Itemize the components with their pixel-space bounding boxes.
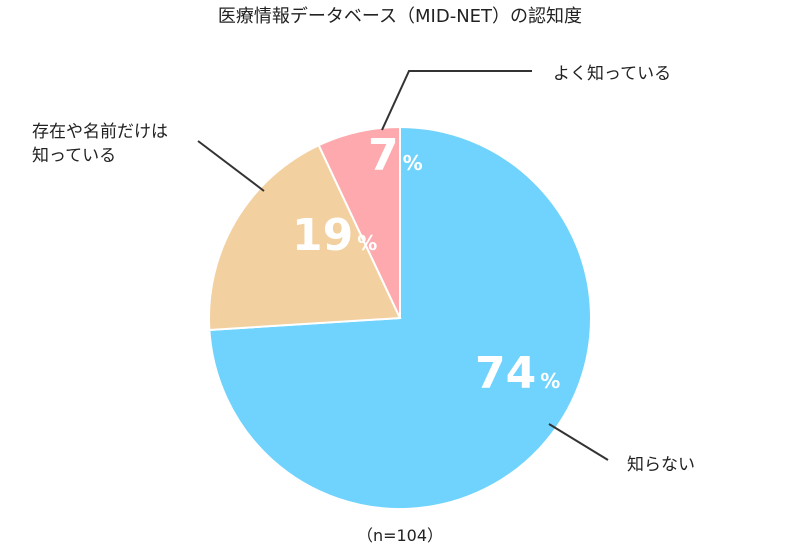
slice-2-category-label-line: 存在や名前だけは bbox=[32, 122, 168, 142]
slice-2-category-label-line: 知っている bbox=[32, 146, 116, 166]
slice-2-leader-line bbox=[197, 140, 265, 192]
slice-3-leader-line bbox=[381, 70, 532, 131]
slice-1-category-label-line: 知らない bbox=[627, 455, 695, 475]
slice-2-value-number: 19 bbox=[292, 210, 353, 261]
slice-2 bbox=[208, 143, 402, 332]
slice-1-percent-sign: % bbox=[540, 369, 560, 393]
slice-3 bbox=[317, 125, 401, 319]
slice-1-value-number: 74 bbox=[475, 348, 536, 399]
slice-3-value-label: 7% bbox=[368, 130, 423, 181]
slice-3-category-label: よく知っている bbox=[553, 64, 671, 84]
slice-3-value-number: 7 bbox=[368, 130, 399, 181]
sample-size-note: （n=104） bbox=[357, 526, 443, 545]
percent-labels: 74 %19 %7% bbox=[292, 130, 560, 399]
slice-1-category-label: 知らない bbox=[627, 455, 695, 475]
slice-1-value-label: 74% bbox=[475, 348, 560, 399]
slice-1-leader-line bbox=[548, 423, 609, 461]
slice-2-value-label: 19% bbox=[292, 210, 377, 261]
slice-3-percent-sign: % bbox=[403, 151, 423, 175]
chart-title: 医療情報データベース（MID-NET）の認知度 bbox=[218, 6, 582, 27]
slice-3-category-label-line: よく知っている bbox=[553, 64, 671, 84]
category-labels: 知らない 存在や名前だけは知っている よく知っている bbox=[32, 64, 695, 475]
slice-2-percent-sign: % bbox=[357, 231, 377, 255]
pie-slices bbox=[208, 125, 592, 510]
slice-2-category-label: 存在や名前だけは知っている bbox=[32, 122, 168, 166]
leader-lines bbox=[197, 70, 609, 461]
